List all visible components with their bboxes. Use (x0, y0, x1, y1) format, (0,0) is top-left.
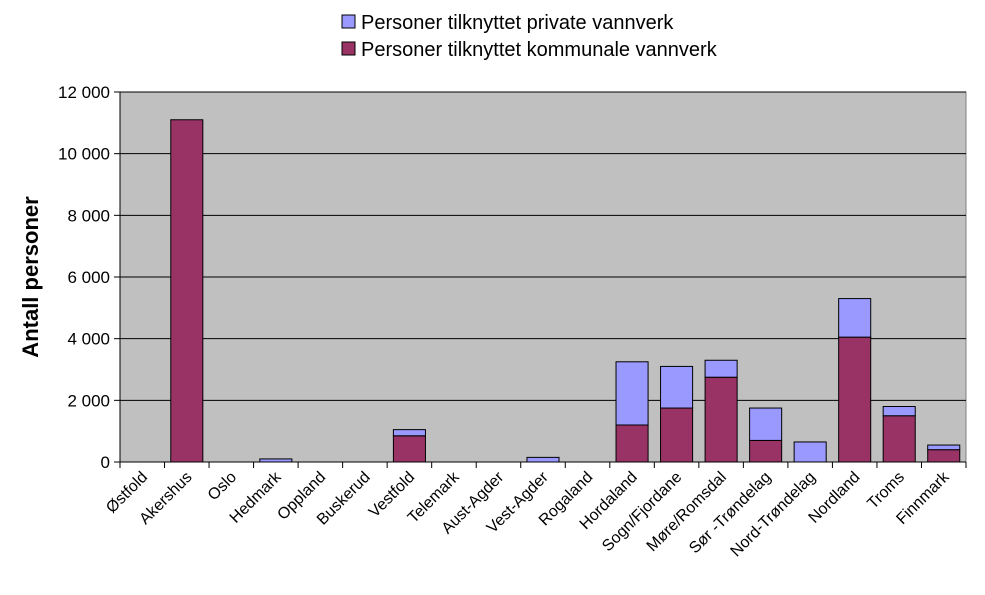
x-category-label: Troms (864, 469, 908, 513)
legend-swatch-municipal (341, 41, 356, 56)
legend-label-private: Personer tilknyttet private vannverk (361, 12, 674, 34)
bar-private (793, 441, 827, 463)
bar-private (749, 407, 783, 441)
bar-municipal (392, 435, 426, 463)
gridlines (120, 91, 966, 401)
y-tick-label: 2 000 (67, 391, 110, 410)
y-tick-label: 0 (101, 453, 110, 472)
legend: Personer tilknyttet private vannverk Per… (341, 12, 718, 61)
y-tick-label: 10 000 (58, 145, 110, 164)
x-category-label: Møre/Romsdal (644, 469, 730, 555)
bars (170, 119, 961, 463)
legend-swatch-private (341, 14, 356, 29)
x-category-label: Oslo (205, 469, 240, 504)
y-tick-label: 12 000 (58, 83, 110, 102)
bar-municipal (749, 439, 783, 463)
bar-municipal (882, 415, 916, 463)
y-tick-label: 6 000 (67, 268, 110, 287)
bar-private (660, 365, 694, 409)
x-category-label: Sør -Trøndelag (686, 469, 774, 557)
bar-private (615, 361, 649, 426)
bar-municipal (704, 376, 738, 463)
bar-private (927, 444, 961, 451)
bar-municipal (615, 424, 649, 463)
bar-private (882, 406, 916, 417)
bar-municipal (660, 407, 694, 463)
y-tick-label: 4 000 (67, 330, 110, 349)
bar-private (704, 359, 738, 378)
bar-private (526, 456, 560, 463)
bar-private (838, 298, 872, 338)
y-axis-title: Antall personer (18, 196, 43, 358)
y-axis: 0 2 000 4 000 6 000 8 000 10 000 12 000 (58, 83, 121, 472)
y-tick-label: 8 000 (67, 206, 110, 225)
legend-label-municipal: Personer tilknyttet kommunale vannverk (361, 39, 718, 61)
bar-municipal (170, 119, 204, 463)
bar-municipal (838, 336, 872, 463)
bar-private (392, 429, 426, 437)
x-category-label: Sogn/Fjordane (599, 469, 685, 555)
bar-municipal (927, 449, 961, 463)
